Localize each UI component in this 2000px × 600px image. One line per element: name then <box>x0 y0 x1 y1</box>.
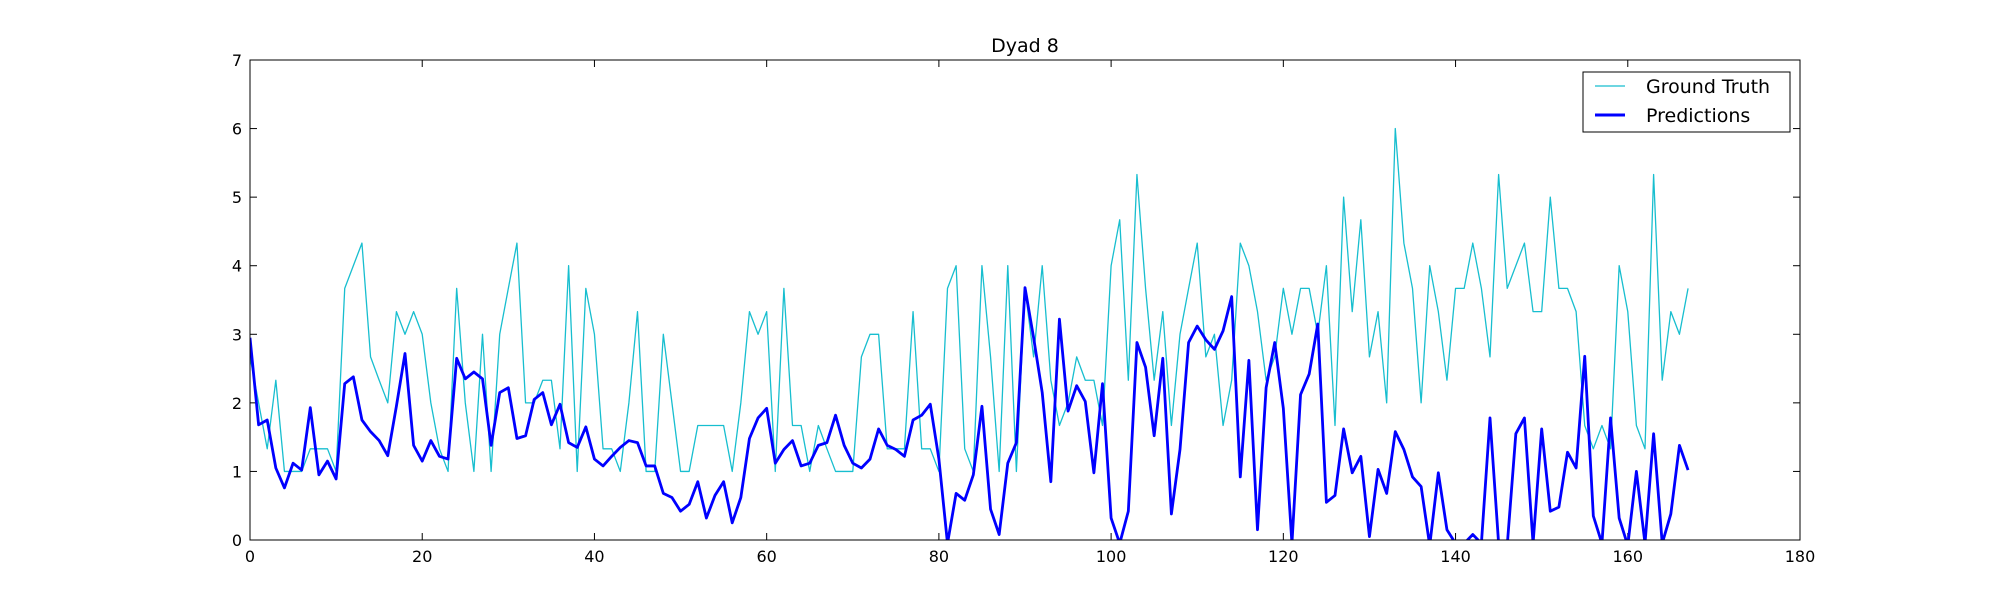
y-tick-label: 6 <box>232 120 242 139</box>
x-tick-label: 140 <box>1440 547 1471 566</box>
y-tick-label: 2 <box>232 394 242 413</box>
x-tick-label: 20 <box>412 547 432 566</box>
x-tick-label: 120 <box>1268 547 1299 566</box>
series-line-predictions <box>250 286 1690 540</box>
y-tick-label: 5 <box>232 188 242 207</box>
x-tick-label: 180 <box>1785 547 1816 566</box>
series-line-ground-truth <box>250 127 1689 473</box>
x-tick-label: 60 <box>756 547 776 566</box>
series-layer <box>250 127 1690 540</box>
y-tick-label: 3 <box>232 325 242 344</box>
legend-box <box>1582 71 1791 133</box>
axis-ticks: 0 20 40 60 80 100 120 140 160 180 0 1 2 3 4 5 6 7 <box>232 51 1815 566</box>
x-tick-label: 0 <box>245 547 255 566</box>
plot-frame <box>249 59 1801 541</box>
y-tick-label: 0 <box>232 531 242 550</box>
x-tick-label: 40 <box>584 547 604 566</box>
chart-title: Dyad 8 <box>991 35 1059 57</box>
y-tick-label: 1 <box>232 462 242 481</box>
x-tick-label: 100 <box>1096 547 1127 566</box>
legend: Ground Truth Predictions <box>1582 71 1791 133</box>
legend-label-predictions: Predictions <box>1646 105 1750 127</box>
y-tick-label: 4 <box>232 257 242 276</box>
legend-label-ground-truth: Ground Truth <box>1646 76 1770 98</box>
y-tick-label: 7 <box>232 51 242 70</box>
x-tick-label: 80 <box>929 547 949 566</box>
x-tick-label: 160 <box>1613 547 1644 566</box>
